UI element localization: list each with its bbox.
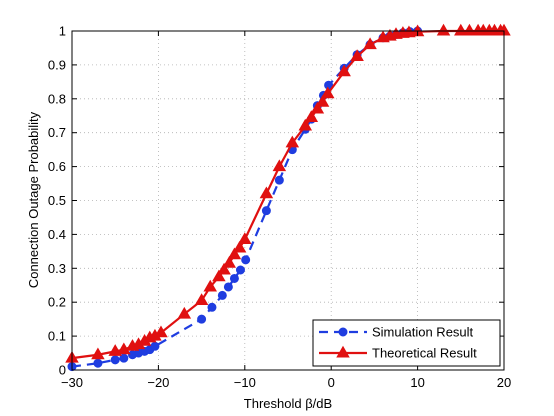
x-tick-label: −30 (61, 375, 83, 390)
theoretical-point (304, 110, 319, 122)
legend-label: Simulation Result (372, 325, 474, 340)
theoretical-point (363, 37, 377, 50)
theoretical-point (177, 306, 192, 319)
theoretical-point (154, 325, 168, 338)
simulation-point (241, 255, 251, 265)
y-tick-label: 0.3 (48, 261, 66, 276)
simulation-point (235, 265, 245, 275)
theoretical-point (454, 23, 468, 36)
theoretical-point (285, 135, 300, 148)
theoretical-point (212, 269, 226, 282)
theoretical-point (402, 25, 416, 38)
y-tick-label: 0.8 (48, 91, 66, 106)
theoretical-point (194, 293, 209, 306)
legend-label: Theoretical Result (372, 346, 477, 361)
simulation-point (338, 327, 348, 337)
legend-box (312, 319, 501, 367)
theoretical-point (117, 342, 131, 355)
theoretical-point (203, 279, 217, 292)
x-tick-label: −10 (234, 375, 256, 390)
y-axis-label: Connection Outage Probability (26, 111, 41, 288)
theoretical-point (337, 64, 351, 77)
theoretical-point (298, 118, 313, 131)
theoretical-point (462, 23, 477, 36)
x-tick-label: 10 (410, 375, 424, 390)
x-tick-label: 0 (328, 375, 335, 390)
x-axis-label: Threshold β/dB (244, 396, 332, 411)
simulation-point (223, 282, 233, 292)
theoretical-point (227, 247, 242, 260)
y-tick-label: 0.6 (48, 159, 66, 174)
x-tick-label: −20 (147, 375, 169, 390)
simulation-point (197, 314, 207, 324)
theoretical-point (436, 23, 451, 36)
series-layer (65, 23, 511, 372)
simulation-point (217, 290, 227, 300)
theoretical-point (259, 186, 274, 199)
x-tick-label: 20 (497, 375, 511, 390)
theoretical-point (315, 94, 330, 107)
theoretical-point (91, 347, 105, 360)
legend: Simulation Result Theoretical Result (312, 319, 501, 367)
simulation-point (150, 341, 160, 351)
simulation-point (229, 273, 239, 283)
legend-entry: Simulation Result (319, 325, 474, 340)
theoretical-point (336, 345, 350, 358)
theoretical-point (217, 262, 231, 275)
theoretical-series (65, 23, 511, 363)
simulation-point (274, 175, 284, 185)
y-tick-label: 0 (59, 363, 66, 378)
y-tick-label: 1 (59, 24, 66, 39)
theoretical-point (272, 159, 287, 172)
y-tick-label: 0.7 (48, 125, 66, 140)
y-tick-label: 0.2 (48, 295, 66, 310)
y-tick-label: 0.5 (48, 193, 66, 208)
simulation-point (93, 358, 103, 368)
ticks: −30 −20 −10 0 10 20 0 0.1 0.2 0.3 0.4 0.5 0.6 0.7 0.8 0… (48, 24, 511, 391)
y-tick-label: 0.1 (48, 329, 66, 344)
legend-entry: Theoretical Result (319, 346, 477, 361)
simulation-point (207, 302, 217, 312)
theoretical-point (222, 256, 237, 268)
y-tick-label: 0.9 (48, 57, 66, 72)
simulation-point (110, 355, 120, 365)
theoretical-point (238, 232, 252, 245)
theoretical-point (350, 49, 364, 61)
y-tick-label: 0.4 (48, 227, 66, 242)
simulation-point (261, 206, 271, 216)
theoretical-point (232, 240, 247, 253)
theoretical-point (310, 101, 325, 114)
theoretical-point (320, 86, 335, 99)
